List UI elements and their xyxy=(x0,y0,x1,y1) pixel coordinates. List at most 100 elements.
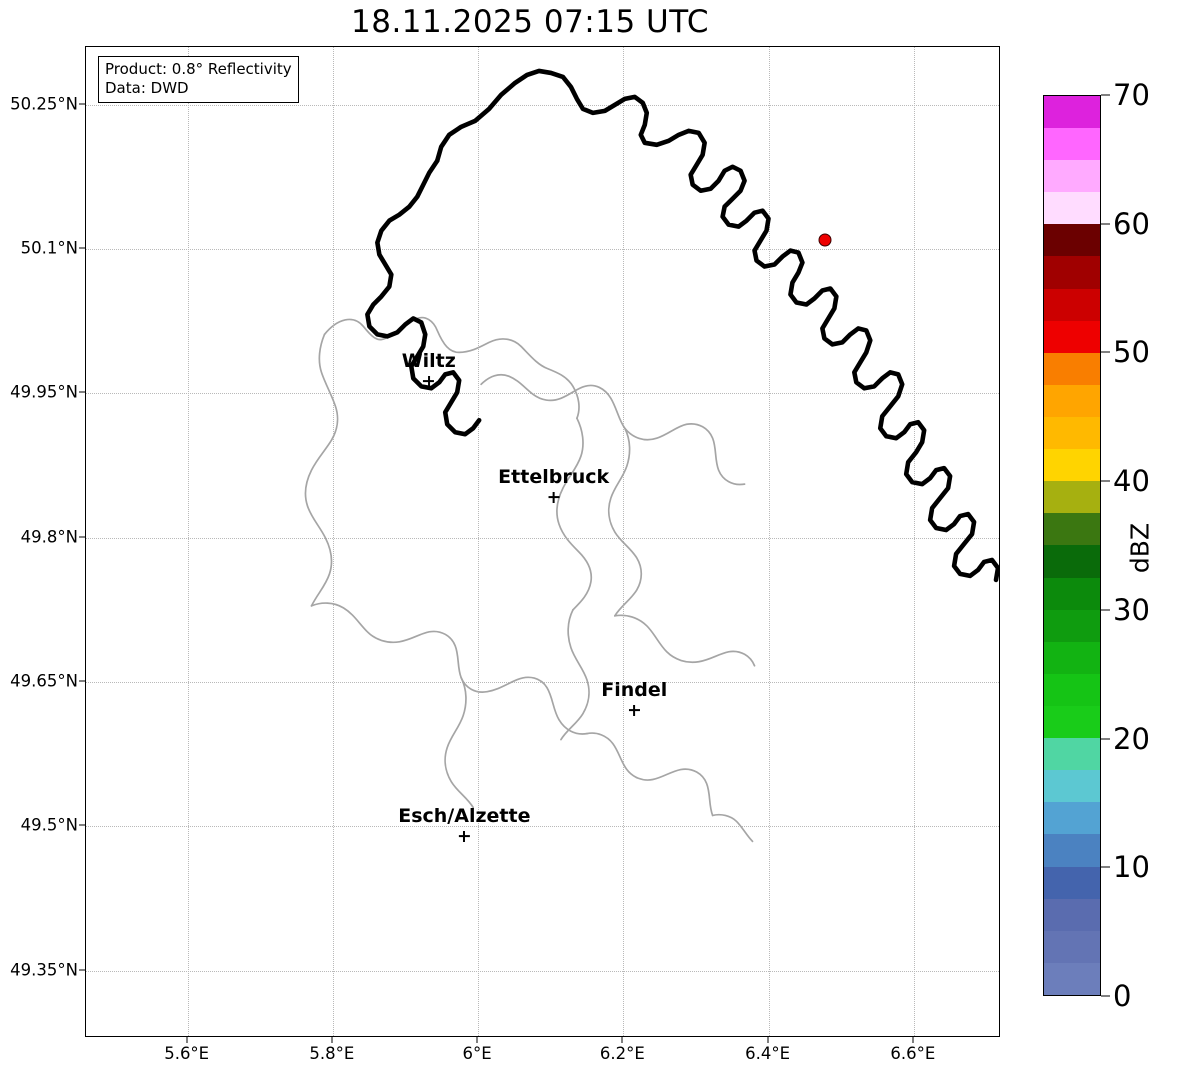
colorbar-tick-label: 20 xyxy=(1113,721,1150,756)
city-label: Findel xyxy=(601,678,668,716)
y-axis-tick-label: 50.1°N xyxy=(20,238,78,258)
city-label: Esch/Alzette xyxy=(398,804,531,842)
colorbar-tick-label: 50 xyxy=(1113,335,1150,370)
colorbar-band xyxy=(1044,930,1100,963)
gridline-vertical xyxy=(623,47,625,1036)
colorbar-tick-label: 10 xyxy=(1113,850,1150,885)
city-marker-icon xyxy=(548,492,559,503)
x-axis-tick-mark xyxy=(912,1037,914,1043)
colorbar-band xyxy=(1044,288,1100,321)
colorbar-tick-mark xyxy=(1101,94,1110,96)
colorbar-band xyxy=(1044,802,1100,835)
gridline-horizontal xyxy=(86,249,999,251)
colorbar-tick-label: 40 xyxy=(1113,464,1150,499)
colorbar-band xyxy=(1044,384,1100,418)
y-axis-tick-mark xyxy=(79,391,85,393)
radar-site-marker[interactable] xyxy=(818,233,832,247)
gridline-horizontal xyxy=(86,970,999,972)
colorbar-band xyxy=(1044,160,1100,193)
colorbar-band xyxy=(1044,192,1100,225)
x-axis-tick-label: 6°E xyxy=(462,1044,492,1063)
x-axis-tick-mark xyxy=(621,1037,623,1043)
x-axis-tick-label: 6.4°E xyxy=(745,1044,791,1063)
gridline-vertical xyxy=(913,47,915,1036)
page-title: 18.11.2025 07:15 UTC xyxy=(351,4,709,40)
colorbar-band xyxy=(1044,834,1100,867)
colorbar-tick-mark xyxy=(1101,351,1110,353)
city-marker-icon xyxy=(459,831,470,842)
colorbar-tick-label: 0 xyxy=(1113,979,1132,1013)
colorbar-tick-label: 30 xyxy=(1113,592,1150,627)
y-axis-tick-mark xyxy=(79,247,85,249)
gridline-vertical xyxy=(768,47,770,1036)
map-geometry xyxy=(304,68,999,843)
colorbar-band xyxy=(1044,609,1100,642)
colorbar-band xyxy=(1044,738,1100,771)
y-axis-tick-mark xyxy=(79,680,85,682)
gridline-vertical xyxy=(332,47,334,1036)
colorbar-band xyxy=(1044,706,1100,739)
city-name: Findel xyxy=(601,678,668,701)
y-axis-tick-label: 49.65°N xyxy=(10,671,78,691)
colorbar-tick-label: 60 xyxy=(1113,206,1150,241)
colorbar-band xyxy=(1044,320,1100,353)
colorbar-tick-mark xyxy=(1101,480,1110,482)
colorbar-band xyxy=(1044,128,1100,161)
city-label: Wiltz xyxy=(402,351,456,387)
colorbar-band xyxy=(1044,481,1100,514)
colorbar-tick-mark xyxy=(1101,223,1110,225)
y-axis-tick-mark xyxy=(79,969,85,971)
colorbar[interactable] xyxy=(1043,95,1101,996)
y-axis-tick-mark xyxy=(79,536,85,538)
y-axis-tick-label: 50.25°N xyxy=(10,94,78,114)
colorbar-tick-mark xyxy=(1101,866,1110,868)
colorbar-band xyxy=(1044,449,1100,482)
colorbar-tick-mark xyxy=(1101,738,1110,740)
y-axis-tick-label: 49.5°N xyxy=(20,815,78,835)
colorbar-band xyxy=(1044,673,1100,707)
city-name: Ettelbruck xyxy=(498,465,610,488)
colorbar-band xyxy=(1044,95,1100,129)
gridline-horizontal xyxy=(86,537,999,539)
colorbar-band xyxy=(1044,577,1100,610)
x-axis-tick-mark xyxy=(476,1037,478,1043)
y-axis-tick-label: 49.95°N xyxy=(10,382,78,402)
x-axis-tick-mark xyxy=(186,1037,188,1043)
colorbar-band xyxy=(1044,513,1100,546)
city-marker-icon xyxy=(423,376,434,387)
gridline-horizontal xyxy=(86,393,999,395)
colorbar-band xyxy=(1044,962,1100,995)
product-line: Product: 0.8° Reflectivity xyxy=(105,60,292,78)
colorbar-tick-mark xyxy=(1101,995,1110,997)
colorbar-band xyxy=(1044,417,1100,450)
colorbar-band xyxy=(1044,866,1100,899)
canton-boundaries xyxy=(304,316,756,843)
colorbar-band xyxy=(1044,898,1100,931)
city-name: Esch/Alzette xyxy=(398,804,531,827)
x-axis-tick-label: 5.8°E xyxy=(309,1044,355,1063)
colorbar-band xyxy=(1044,256,1100,289)
colorbar-band xyxy=(1044,545,1100,578)
x-axis-tick-mark xyxy=(767,1037,769,1043)
gridline-vertical xyxy=(478,47,480,1036)
colorbar-band xyxy=(1044,352,1100,385)
x-axis-tick-mark xyxy=(331,1037,333,1043)
y-axis-tick-mark xyxy=(79,824,85,826)
y-axis-tick-label: 49.35°N xyxy=(10,960,78,980)
gridline-horizontal xyxy=(86,104,999,106)
y-axis-tick-label: 49.8°N xyxy=(20,527,78,547)
data-source-line: Data: DWD xyxy=(105,79,189,98)
national-borders xyxy=(365,68,999,583)
colorbar-tick-mark xyxy=(1101,609,1110,611)
x-axis-tick-label: 5.6°E xyxy=(164,1044,210,1063)
colorbar-tick-label: 70 xyxy=(1113,78,1150,112)
colorbar-band xyxy=(1044,641,1100,674)
map-plot-area[interactable]: Wiltz Ettelbruck Findel Esch/Alzette Produc… xyxy=(85,46,1000,1037)
colorbar-band xyxy=(1044,770,1100,803)
y-axis-tick-mark xyxy=(79,103,85,105)
gridline-vertical xyxy=(187,47,189,1036)
product-info-box: Product: 0.8° Reflectivity Data: DWD xyxy=(98,56,299,104)
x-axis-tick-label: 6.2°E xyxy=(599,1044,645,1063)
x-axis-tick-label: 6.6°E xyxy=(890,1044,936,1063)
